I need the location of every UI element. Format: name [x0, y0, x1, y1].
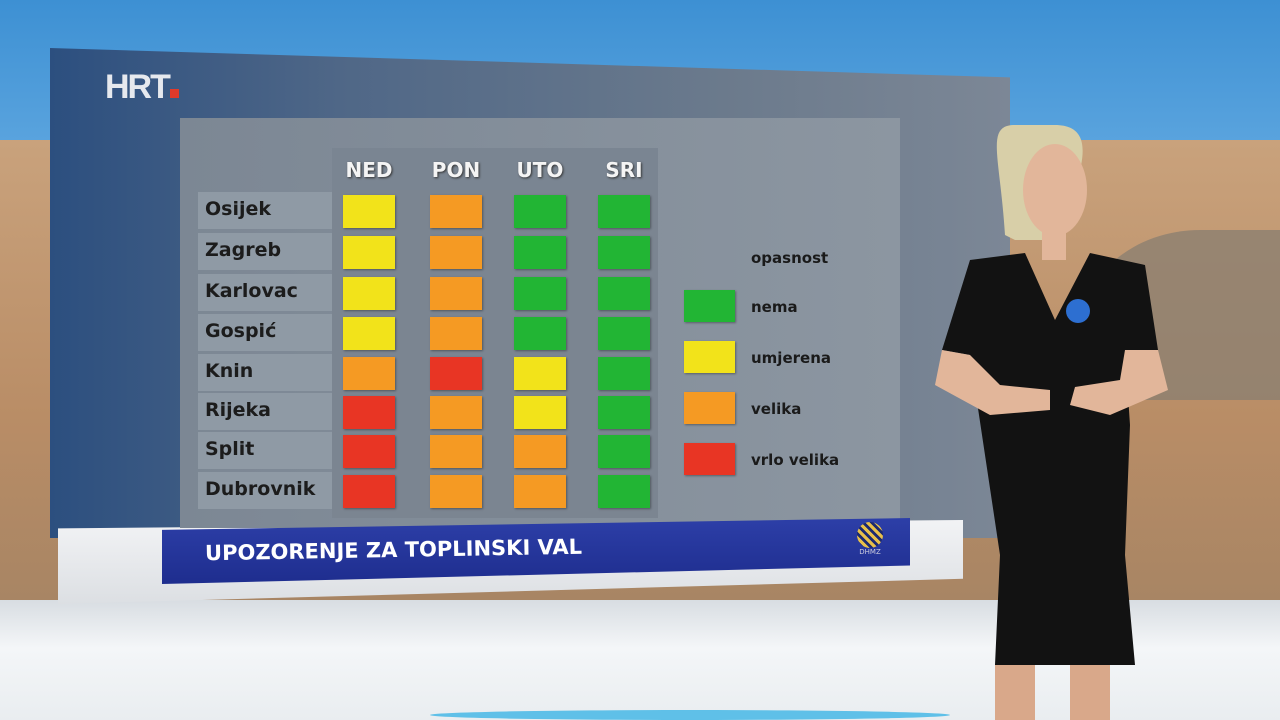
city-label: Split [198, 432, 332, 469]
warning-cell [514, 435, 566, 468]
warning-cell [598, 396, 650, 429]
days-header [332, 148, 658, 192]
dhmz-globe-icon [857, 522, 883, 548]
dhmz-text: DHMZ [859, 548, 881, 556]
warning-cell [598, 236, 650, 269]
legend-label: vrlo velika [751, 451, 840, 469]
warning-cell [430, 236, 482, 269]
hrt-logo: HRT [105, 68, 179, 107]
warning-cell [430, 396, 482, 429]
city-label: Karlovac [198, 274, 332, 311]
warning-cell [598, 317, 650, 350]
warning-cell [430, 195, 482, 228]
legend-swatch [684, 290, 735, 322]
warning-cell [514, 236, 566, 269]
warning-cell [514, 475, 566, 508]
day-header-uto: UTO [516, 158, 564, 182]
warning-cell [598, 195, 650, 228]
logo-dot [169, 89, 179, 98]
city-label: Gospić [198, 314, 332, 351]
warning-cell [430, 475, 482, 508]
warning-cell [514, 195, 566, 228]
legend-label: nema [751, 298, 798, 316]
dhmz-logo: DHMZ [852, 522, 888, 562]
warning-cell [514, 317, 566, 350]
legend-swatch [684, 341, 735, 373]
warning-cell [343, 435, 395, 468]
legend-swatch [684, 443, 735, 475]
warning-cell [514, 396, 566, 429]
logo-text: HRT [105, 68, 171, 106]
warning-cell [343, 317, 395, 350]
warning-cell [430, 317, 482, 350]
legend-swatch [684, 392, 735, 424]
floor-light [430, 710, 950, 720]
warning-cell [343, 357, 395, 390]
warning-cell [430, 277, 482, 310]
warning-cell [514, 357, 566, 390]
city-label: Osijek [198, 192, 332, 229]
legend-label: umjerena [751, 349, 831, 367]
day-header-sri: SRI [605, 158, 643, 182]
city-label: Rijeka [198, 393, 332, 430]
warning-cell [343, 396, 395, 429]
warning-cell [514, 277, 566, 310]
city-label: Knin [198, 354, 332, 391]
warning-cell [343, 236, 395, 269]
legend-label: velika [751, 400, 802, 418]
warning-cell [598, 435, 650, 468]
warning-cell [430, 357, 482, 390]
city-label: Dubrovnik [198, 472, 332, 509]
warning-cell [598, 475, 650, 508]
city-label: Zagreb [198, 233, 332, 270]
day-header-pon: PON [431, 158, 481, 182]
warning-cell [343, 277, 395, 310]
warning-cell [598, 357, 650, 390]
presenter [935, 125, 1168, 720]
warning-cell [343, 195, 395, 228]
day-header-ned: NED [345, 158, 393, 182]
warning-cell [430, 435, 482, 468]
warning-cell [343, 475, 395, 508]
legend-title: opasnost [751, 249, 829, 267]
warning-cell [598, 277, 650, 310]
